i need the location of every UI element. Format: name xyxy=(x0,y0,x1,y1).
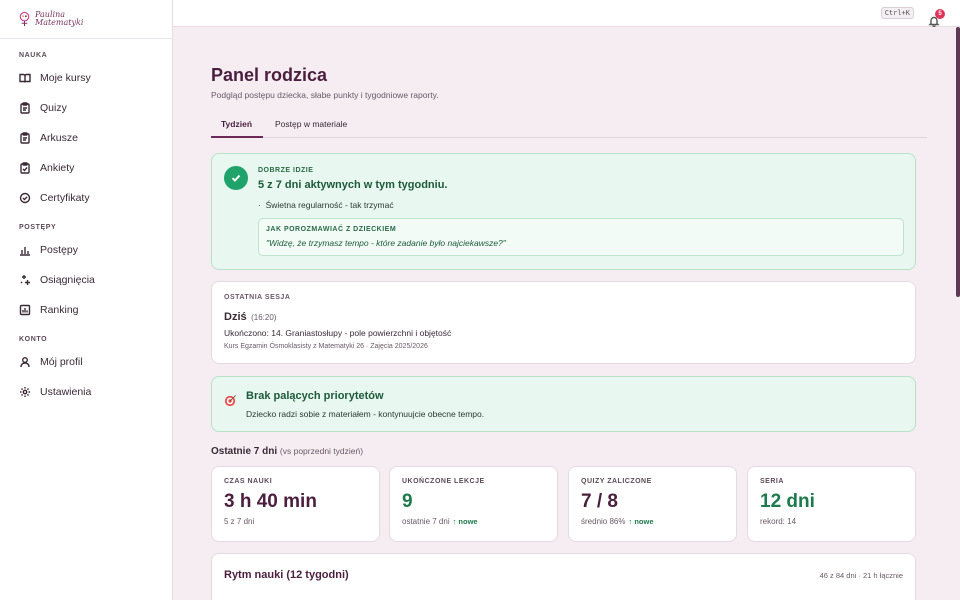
topbar: Ctrl+K 5 xyxy=(173,0,960,28)
sidebar-item-label: Quizy xyxy=(40,102,67,114)
trend-up-indicator: ↑ nowe xyxy=(452,517,478,526)
last-session-time: (16:20) xyxy=(251,313,277,322)
notification-count-badge: 5 xyxy=(935,9,945,19)
nav-section-postepy: POSTĘPY xyxy=(19,224,57,231)
rhythm-card: Rytm nauki (12 tygodni) 46 z 84 dni · 21… xyxy=(211,553,916,600)
priorities-title: Brak palących priorytetów xyxy=(246,390,384,402)
sidebar-item-certyfikaty[interactable]: Certyfikaty xyxy=(0,183,172,213)
sidebar-item-postepy[interactable]: Postępy xyxy=(0,235,172,265)
stat-label: UKOŃCZONE LEKCJE xyxy=(402,478,485,485)
sidebar-item-ankiety[interactable]: Ankiety xyxy=(0,153,172,183)
chart-box-icon xyxy=(19,304,31,316)
badge-check-icon xyxy=(19,192,31,204)
status-bullet: · Świetna regularność - tak trzymać xyxy=(258,200,394,210)
stat-foot-text: ostatnie 7 dni xyxy=(402,517,450,526)
logo-icon xyxy=(19,11,30,26)
sidebar-item-label: Mój profil xyxy=(40,356,83,368)
stat-value: 9 xyxy=(402,491,413,512)
nav-section-konto: KONTO xyxy=(19,336,48,343)
sidebar-item-quizy[interactable]: Quizy xyxy=(0,93,172,123)
priorities-card: Brak palących priorytetów Dziecko radzi … xyxy=(211,376,916,432)
sidebar-item-moj-profil[interactable]: Mój profil xyxy=(0,347,172,377)
stat-foot: rekord: 14 xyxy=(760,517,797,526)
last-session-when: Dziś (16:20) xyxy=(224,307,276,325)
status-eyebrow: DOBRZE IDZIE xyxy=(258,167,314,174)
tab-bar: Tydzień Postęp w materiale xyxy=(211,113,927,138)
sidebar-item-label: Ranking xyxy=(40,304,79,316)
week-title: Ostatnie 7 dni xyxy=(211,446,278,457)
tab-tydzien[interactable]: Tydzień xyxy=(221,119,253,129)
nav-section-nauka: NAUKA xyxy=(19,52,48,59)
status-bullet-text: Świetna regularność - tak trzymać xyxy=(265,200,394,210)
sidebar-item-label: Arkusze xyxy=(40,132,78,144)
talk-tip-box: JAK POROZMAWIAĆ Z DZIECKIEM "Widzę, że t… xyxy=(258,218,904,256)
talk-tip-quote: "Widzę, że trzymasz tempo - które zadani… xyxy=(266,238,506,248)
target-icon xyxy=(224,395,236,407)
tab-postep-w-materiale[interactable]: Postęp w materiale xyxy=(275,119,348,129)
sidebar-item-label: Ankiety xyxy=(40,162,75,174)
stat-value: 12 dni xyxy=(760,491,815,512)
stat-label: CZAS NAUKI xyxy=(224,478,273,485)
book-icon xyxy=(19,73,31,83)
notifications-button[interactable] xyxy=(928,14,940,28)
talk-tip-label: JAK POROZMAWIAĆ Z DZIECKIEM xyxy=(266,226,397,233)
last-session-completed: Ukończono: 14. Graniastosłupy - pole pow… xyxy=(224,328,452,338)
sidebar-item-ranking[interactable]: Ranking xyxy=(0,295,172,325)
trend-up-indicator: ↑ nowe xyxy=(628,517,654,526)
brand-logo[interactable]: Paulina Matematyki xyxy=(0,0,172,39)
clipboard-check-icon xyxy=(20,162,30,174)
stat-label: QUIZY ZALICZONE xyxy=(581,478,652,485)
sidebar-item-ustawienia[interactable]: Ustawienia xyxy=(0,377,172,407)
status-title: 5 z 7 dni aktywnych w tym tygodniu. xyxy=(258,179,448,191)
sidebar-item-label: Ustawienia xyxy=(40,386,92,398)
stat-foot: ostatnie 7 dni ↑ nowe xyxy=(402,517,545,526)
brand-name: Paulina Matematyki xyxy=(35,10,84,27)
page-scrollbar[interactable] xyxy=(956,27,960,297)
clipboard-icon xyxy=(20,132,30,144)
bell-icon xyxy=(928,16,940,28)
sidebar-item-arkusze[interactable]: Arkusze xyxy=(0,123,172,153)
sidebar-item-moje-kursy[interactable]: Moje kursy xyxy=(0,63,172,93)
stat-foot-text: średnio 86% xyxy=(581,517,626,526)
rhythm-title: Rytm nauki (12 tygodni) xyxy=(224,569,349,581)
priorities-text: Dziecko radzi sobie z materiałem - konty… xyxy=(246,409,485,419)
status-card: DOBRZE IDZIE 5 z 7 dni aktywnych w tym t… xyxy=(211,153,916,270)
stat-card-lessons: UKOŃCZONE LEKCJE 9 ostatnie 7 dni ↑ nowe xyxy=(389,466,558,542)
sidebar: Paulina Matematyki NAUKA Moje kursy Quiz… xyxy=(0,0,173,600)
sidebar-item-label: Certyfikaty xyxy=(40,192,90,204)
clipboard-icon xyxy=(20,102,30,114)
active-tab-indicator xyxy=(211,136,263,138)
sidebar-item-label: Osiągnięcia xyxy=(40,274,95,286)
check-circle-icon xyxy=(224,166,248,190)
sidebar-item-label: Moje kursy xyxy=(40,72,91,84)
stat-value: 3 h 40 min xyxy=(224,491,317,512)
rhythm-meta: 46 z 84 dni · 21 h łącznie xyxy=(819,571,903,580)
page-title: Panel rodzica xyxy=(211,65,328,85)
sidebar-item-label: Postępy xyxy=(40,244,78,256)
stat-card-streak: SERIA 12 dni rekord: 14 xyxy=(747,466,916,542)
last-session-eyebrow: OSTATNIA SESJA xyxy=(224,294,291,301)
user-icon xyxy=(20,357,30,368)
stat-foot: średnio 86% ↑ nowe xyxy=(581,517,724,526)
stat-card-study-time: CZAS NAUKI 3 h 40 min 5 z 7 dni xyxy=(211,466,380,542)
last-session-day: Dziś xyxy=(224,311,247,323)
last-session-course: Kurs Egzamin Ósmoklasisty z Matematyki 2… xyxy=(224,343,428,350)
week-section-title: Ostatnie 7 dni (vs poprzedni tydzień) xyxy=(211,446,363,457)
stat-value: 7 / 8 xyxy=(581,491,618,512)
stat-card-quizzes: QUIZY ZALICZONE 7 / 8 średnio 86% ↑ nowe xyxy=(568,466,737,542)
sidebar-item-osiagniecia[interactable]: Osiągnięcia xyxy=(0,265,172,295)
page-subtitle: Podgląd postępu dziecka, słabe punkty i … xyxy=(211,90,439,100)
stat-foot: 5 z 7 dni xyxy=(224,517,255,526)
bullet-dot: · xyxy=(258,200,266,210)
search-shortcut[interactable]: Ctrl+K xyxy=(880,7,914,19)
sparkles-icon xyxy=(20,275,30,285)
week-subtitle: (vs poprzedni tydzień) xyxy=(279,446,364,456)
bar-chart-icon xyxy=(20,247,30,256)
gear-icon xyxy=(20,387,30,397)
last-session-card[interactable]: OSTATNIA SESJA Dziś (16:20) Ukończono: 1… xyxy=(211,281,916,364)
stat-label: SERIA xyxy=(760,478,784,485)
